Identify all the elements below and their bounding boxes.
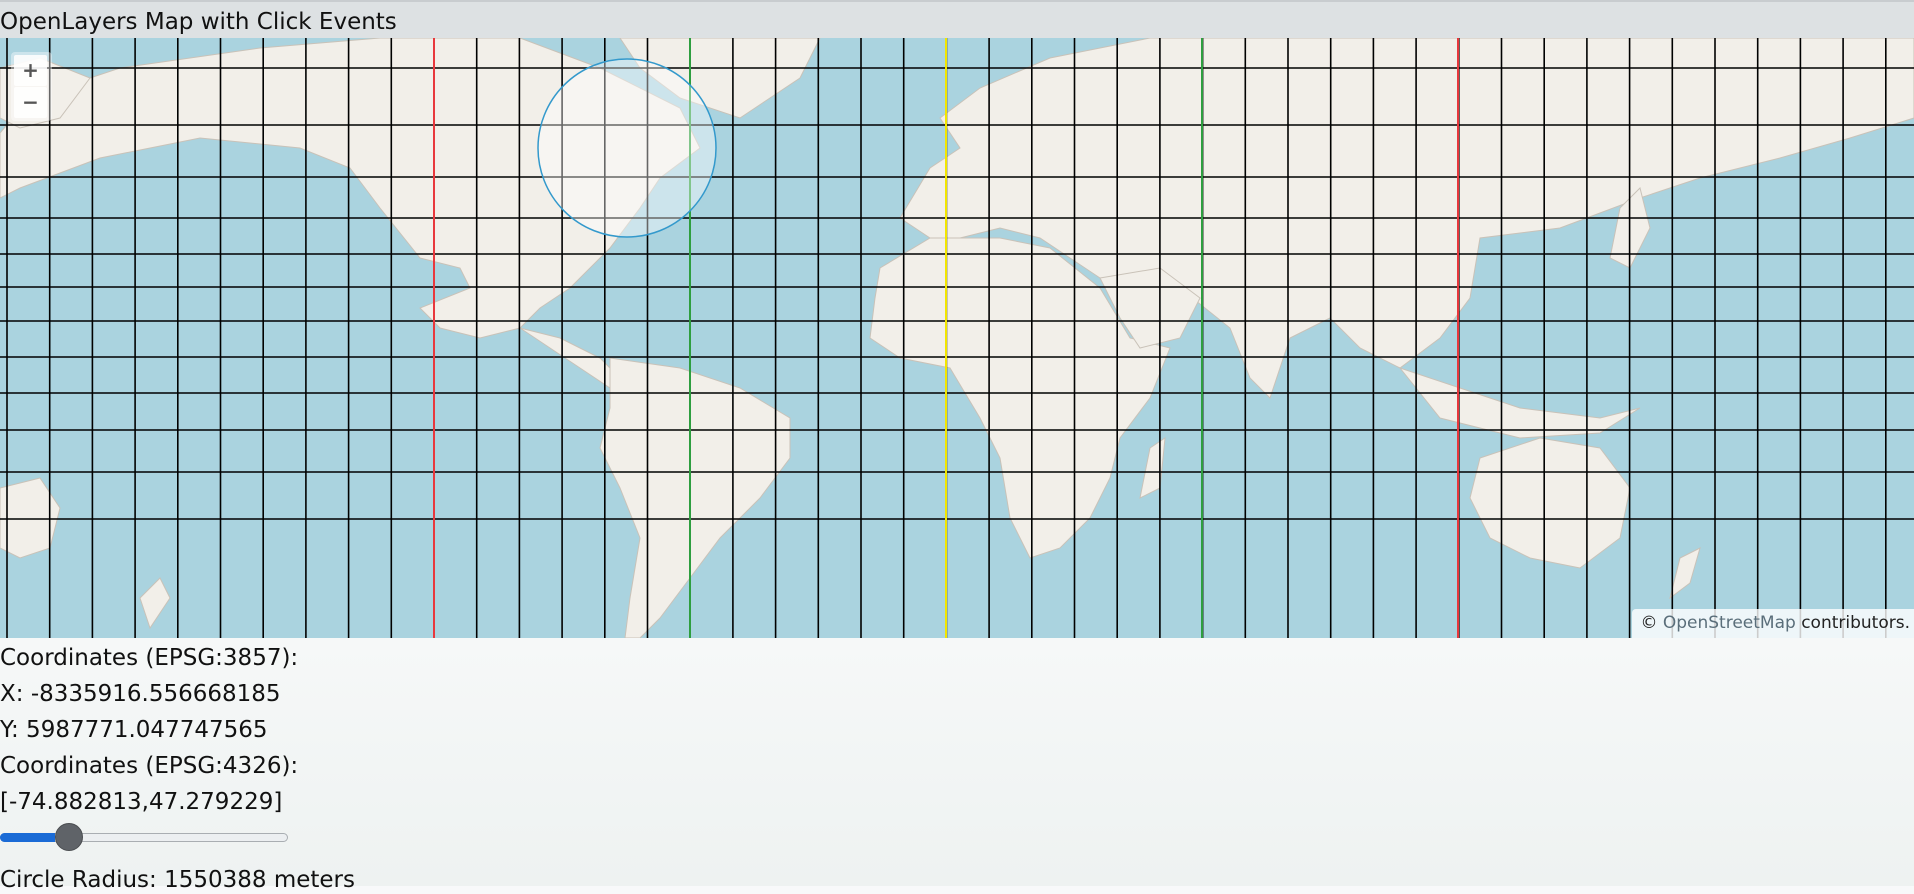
zoom-control: + − [11, 52, 52, 121]
circle-radius-text: Circle Radius: 1550388 meters [0, 867, 355, 893]
radius-circle[interactable] [537, 58, 717, 238]
openstreetmap-link[interactable]: OpenStreetMap [1662, 613, 1796, 633]
map-viewport[interactable]: + − © OpenStreetMap contributors. [0, 38, 1914, 638]
epsg4326-label: Coordinates (EPSG:4326): [0, 753, 299, 779]
y-coordinate: Y: 5987771.047747565 [0, 717, 268, 743]
slider-thumb[interactable] [54, 823, 83, 851]
info-panel: Coordinates (EPSG:3857): X: -8335916.556… [0, 638, 1914, 893]
zoom-out-button[interactable]: − [14, 87, 47, 118]
zoom-in-button[interactable]: + [14, 55, 47, 86]
attribution-suffix: contributors. [1801, 613, 1910, 633]
new-zealand-land [1669, 547, 1701, 600]
x-coordinate: X: -8335916.556668185 [0, 681, 281, 707]
map-attribution: © OpenStreetMap contributors. [1632, 609, 1914, 638]
grid-lines [0, 38, 1914, 638]
radius-slider[interactable] [0, 822, 288, 852]
new-zealand-west-land [139, 577, 171, 630]
page-title: OpenLayers Map with Click Events [0, 9, 397, 35]
lonlat-coordinates: [-74.882813,47.279229] [0, 789, 283, 815]
epsg3857-label: Coordinates (EPSG:3857): [0, 645, 299, 671]
australia-land [1469, 437, 1631, 569]
slider-fill [0, 833, 55, 842]
map-canvas[interactable] [0, 38, 1914, 638]
indonesia-land [1398, 366, 1641, 439]
title-bar: OpenLayers Map with Click Events [0, 0, 1914, 38]
copyright-symbol: © [1640, 613, 1658, 633]
